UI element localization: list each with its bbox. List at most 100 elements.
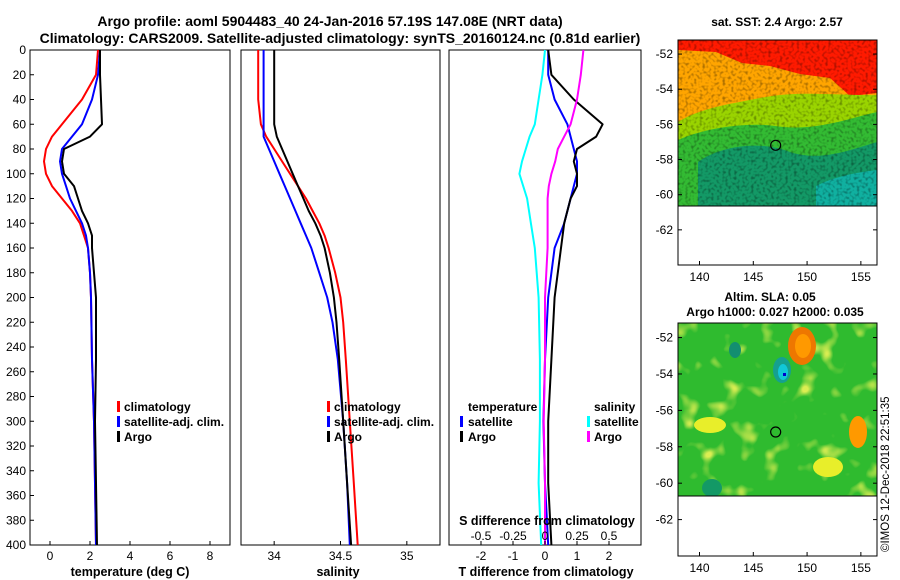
temperature-tick-labels: 0 2 4 6 8: [47, 541, 214, 563]
lon-tick-label: 155: [851, 561, 871, 575]
legend-label-satellite: satellite-adj. clim.: [334, 415, 434, 429]
lon-tick-label: 150: [797, 270, 817, 284]
salinity-tick-label: 34: [267, 549, 281, 563]
depth-tick-label: 0: [19, 43, 26, 57]
s-difference-tick-label: 0.5: [601, 529, 618, 543]
sst-lat-tick-labels: -52 -54 -56 -58 -60 -62: [656, 47, 877, 237]
s-difference-tick-label: 0: [542, 529, 549, 543]
sla-map-title: Altim. SLA: 0.05: [724, 290, 816, 304]
depth-tick-label: 260: [6, 365, 26, 379]
lat-tick-label: -52: [656, 331, 674, 345]
depth-tick-label: 40: [13, 93, 27, 107]
lat-tick-label: -60: [656, 476, 674, 490]
legend-swatch-satellite: [117, 416, 120, 427]
argo-location-marker: [770, 426, 782, 438]
depth-tick-label: 400: [6, 538, 26, 552]
temperature-tick-label: 6: [167, 549, 174, 563]
depth-tick-label: 180: [6, 266, 26, 280]
difference-series: [518, 49, 604, 546]
depth-tick-label: 240: [6, 340, 26, 354]
t-difference-tick-label: -2: [476, 549, 487, 563]
legend-swatch-s-argo: [587, 431, 590, 442]
figure-title-line2: Climatology: CARS2009. Satellite-adjuste…: [40, 30, 641, 46]
temperature-panel-frame: [29, 49, 231, 546]
depth-tick-label: 120: [6, 192, 26, 206]
depth-tick-label: 140: [6, 216, 26, 230]
temperature-tick-label: 4: [127, 549, 134, 563]
depth-tick-label: 280: [6, 390, 26, 404]
lon-tick-label: 145: [743, 561, 763, 575]
depth-tick-label: 320: [6, 439, 26, 453]
salinity-series: [257, 50, 359, 546]
legend-label-s-satellite: satellite: [594, 415, 639, 429]
depth-tick-label: 160: [6, 241, 26, 255]
legend-title-temperature: temperature: [468, 400, 538, 414]
salinity-tick-labels: 34 34.5 35: [267, 541, 414, 563]
legend-title-salinity: salinity: [594, 400, 636, 414]
difference-panel: -2 -1 0 1 2 -0.5 -0.25 0 0.25 0.5 S difference f…: [448, 49, 642, 579]
t-difference-tick-labels: -2 -1 0 1 2: [476, 541, 613, 563]
lat-tick-label: -54: [656, 82, 674, 96]
sla-map-frame: [677, 322, 878, 557]
temperature-xlabel: temperature (deg C): [71, 565, 190, 579]
sla-map-subtitle: Argo h1000: 0.027 h2000: 0.035: [686, 305, 864, 319]
legend-swatch-s-satellite: [587, 416, 590, 427]
salinity-tick-label: 34.5: [329, 549, 353, 563]
series-line-s-satellite: [518, 49, 546, 546]
depth-tick-label: 100: [6, 167, 26, 181]
t-difference-xlabel: T difference from climatology: [458, 565, 633, 579]
lat-tick-label: -52: [656, 47, 674, 61]
lat-tick-label: -62: [656, 223, 674, 237]
temperature-series: [43, 49, 103, 546]
depth-tick-label: 360: [6, 489, 26, 503]
series-line-t-argo: [547, 49, 604, 546]
sla-lon-tick-labels: 140 145 150 155: [689, 552, 871, 575]
legend-swatch-t-satellite: [460, 416, 463, 427]
lat-tick-label: -56: [656, 403, 674, 417]
depth-tick-label: 200: [6, 291, 26, 305]
series-line-s-argo: [542, 49, 585, 545]
legend-label-s-argo: Argo: [594, 430, 622, 444]
depth-tick-label: 60: [13, 117, 27, 131]
lon-tick-label: 140: [689, 270, 709, 284]
legend-label-satellite: satellite-adj. clim.: [124, 415, 224, 429]
s-difference-tick-label: -0.5: [471, 529, 492, 543]
lat-tick-label: -60: [656, 188, 674, 202]
salinity-tick-label: 35: [400, 549, 414, 563]
depth-tick-labels: 0 20 40 60 80 100 120 140 160 180 200 220 240 260 280 3…: [6, 43, 453, 552]
s-difference-label: S difference from climatology: [459, 514, 635, 528]
legend-swatch-t-argo: [460, 431, 463, 442]
series-line-argo: [273, 50, 353, 546]
legend-label-climatology: climatology: [124, 400, 191, 414]
t-difference-tick-label: 0: [542, 549, 549, 563]
lat-tick-label: -56: [656, 117, 674, 131]
temperature-tick-label: 8: [207, 549, 214, 563]
lat-tick-label: -58: [656, 440, 674, 454]
legend-label-argo: Argo: [124, 430, 152, 444]
legend-label-t-satellite: satellite: [468, 415, 513, 429]
sla-lat-tick-labels: -52 -54 -56 -58 -60 -62: [656, 331, 877, 527]
temperature-tick-label: 2: [87, 549, 94, 563]
sla-map: Altim. SLA: 0.05 Argo h1000: 0.027 h2000…: [656, 290, 878, 575]
series-line-argo: [61, 50, 103, 546]
depth-tick-label: 220: [6, 315, 26, 329]
temperature-legend: climatology satellite-adj. clim. Argo: [117, 400, 224, 444]
sst-map: sat. SST: 2.4 Argo: 2.57 -52 -54 -56 -58 -60…: [656, 15, 878, 284]
legend-swatch-satellite: [327, 416, 330, 427]
series-line-satellite-adj-clim: [262, 50, 351, 546]
salinity-panel: 34 34.5 35 salinity climatology satellite-…: [240, 49, 441, 579]
lat-tick-label: -62: [656, 513, 674, 527]
sla-field: [678, 323, 877, 496]
sst-map-frame: [677, 39, 878, 266]
t-difference-tick-label: 2: [606, 549, 613, 563]
series-line-satellite-adj-clim: [59, 49, 101, 546]
figure-title-line1: Argo profile: aoml 5904483_40 24-Jan-201…: [97, 13, 562, 29]
depth-tick-label: 380: [6, 513, 26, 527]
sst-lon-tick-labels: 140 145 150 155: [689, 261, 871, 284]
legend-swatch-argo: [117, 431, 120, 442]
argo-location-marker: [770, 139, 782, 151]
legend-label-climatology: climatology: [334, 400, 401, 414]
legend-label-argo: Argo: [334, 430, 362, 444]
s-difference-tick-labels: -0.5 -0.25 0 0.25 0.5: [471, 529, 618, 543]
